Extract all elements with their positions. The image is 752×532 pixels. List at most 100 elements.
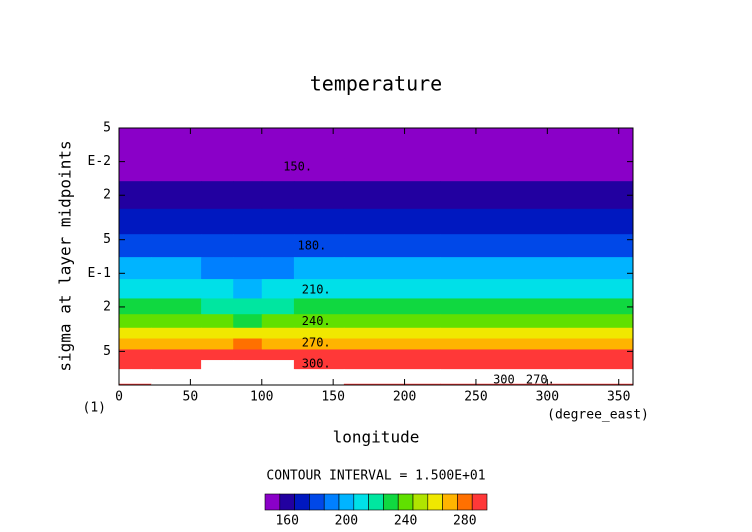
field-cell bbox=[261, 349, 295, 361]
colorbar-box bbox=[309, 493, 325, 511]
field-cell bbox=[293, 158, 345, 182]
plot-frame bbox=[118, 127, 634, 386]
field-cell bbox=[233, 298, 263, 315]
field-cell bbox=[440, 369, 570, 379]
x-unit: (degree_east) bbox=[547, 408, 649, 423]
field-cell bbox=[261, 139, 295, 160]
contour-interval: CONTOUR INTERVAL = 1.500E+01 bbox=[266, 469, 485, 484]
field-cell bbox=[119, 257, 152, 280]
field-cell bbox=[201, 314, 234, 329]
field-cell bbox=[343, 369, 441, 379]
field-cell bbox=[440, 158, 570, 182]
field-cell bbox=[151, 314, 202, 329]
field-cell bbox=[568, 208, 633, 235]
colorbar-box bbox=[368, 493, 384, 511]
field-cell bbox=[201, 360, 234, 370]
field-cell bbox=[568, 327, 633, 339]
field-cell bbox=[568, 128, 633, 140]
field-cell bbox=[151, 139, 202, 160]
field-cell bbox=[151, 338, 202, 350]
colorbar-box bbox=[471, 493, 488, 511]
x-axis-label: longitude bbox=[333, 428, 420, 447]
field-cell bbox=[293, 128, 345, 140]
field-cell bbox=[440, 360, 570, 370]
contour-label: 210. bbox=[302, 282, 331, 296]
field-cell bbox=[201, 279, 234, 299]
field-cell bbox=[343, 360, 441, 370]
field-cell bbox=[119, 158, 152, 182]
field-cell bbox=[343, 257, 441, 280]
field-cell bbox=[293, 349, 345, 361]
field-cell bbox=[293, 181, 345, 210]
field-cell bbox=[343, 128, 441, 140]
field-cell bbox=[440, 128, 570, 140]
colorbar-label: 200 bbox=[335, 514, 358, 529]
field-cell bbox=[119, 279, 152, 299]
field-cell bbox=[261, 360, 295, 370]
field-cell bbox=[151, 383, 202, 385]
x-tick-label: 300 bbox=[536, 390, 559, 405]
field-cell bbox=[568, 349, 633, 361]
colorbar-box bbox=[279, 493, 295, 511]
field-cell bbox=[440, 298, 570, 315]
field-cell bbox=[261, 257, 295, 280]
contour-label: 300 bbox=[493, 373, 515, 387]
field-cell bbox=[568, 360, 633, 370]
field-cell bbox=[440, 279, 570, 299]
field-cell bbox=[343, 158, 441, 182]
field-cell bbox=[440, 234, 570, 258]
field-cell bbox=[343, 298, 441, 315]
colorbar-box bbox=[442, 493, 458, 511]
field-cell bbox=[119, 378, 152, 385]
field-cell bbox=[293, 298, 345, 315]
field-cell bbox=[293, 338, 345, 350]
field-cell bbox=[233, 338, 263, 350]
field-cell bbox=[343, 208, 441, 235]
field-cell bbox=[151, 128, 202, 140]
field-cell bbox=[233, 139, 263, 160]
x-tick-label: 150 bbox=[321, 390, 344, 405]
field-cell bbox=[293, 257, 345, 280]
colorbar-label: 280 bbox=[453, 514, 476, 529]
field-cell bbox=[568, 314, 633, 329]
field-cell bbox=[293, 369, 345, 379]
field-cell bbox=[343, 139, 441, 160]
colorbar-box bbox=[323, 493, 340, 511]
y-tick-label: 5 bbox=[103, 232, 111, 247]
field-cell bbox=[343, 349, 441, 361]
x-tick-label: 350 bbox=[607, 390, 630, 405]
field-cell bbox=[151, 208, 202, 235]
field-cell bbox=[151, 279, 202, 299]
field-cell bbox=[568, 139, 633, 160]
field-cell bbox=[201, 208, 234, 235]
field-cell bbox=[201, 298, 234, 315]
field-cell bbox=[201, 369, 234, 379]
field-cell bbox=[568, 158, 633, 182]
colorbar-box bbox=[457, 493, 473, 511]
field-cell bbox=[261, 338, 295, 350]
field-cell bbox=[343, 338, 441, 350]
contour-label: 240. bbox=[302, 314, 331, 328]
field-cell bbox=[568, 378, 633, 385]
field-cell bbox=[343, 279, 441, 299]
field-cell bbox=[233, 369, 263, 379]
field-cell bbox=[261, 369, 295, 379]
field-cell bbox=[261, 298, 295, 315]
field-cell bbox=[233, 208, 263, 235]
field-cell bbox=[201, 234, 234, 258]
field bbox=[119, 128, 633, 385]
field-cell bbox=[343, 383, 441, 385]
field-cell bbox=[343, 234, 441, 258]
y-tick-label: E-2 bbox=[88, 154, 111, 169]
colorbar-box bbox=[264, 493, 281, 511]
field-cell bbox=[151, 349, 202, 361]
field-cell bbox=[119, 327, 152, 339]
field-cell bbox=[261, 181, 295, 210]
field-cell bbox=[119, 298, 152, 315]
contour-label: 270. bbox=[302, 335, 331, 349]
field-cell bbox=[568, 257, 633, 280]
contour-label: 180. bbox=[297, 239, 326, 253]
y-tick-label: 2 bbox=[103, 299, 111, 314]
field-cell bbox=[119, 360, 152, 370]
